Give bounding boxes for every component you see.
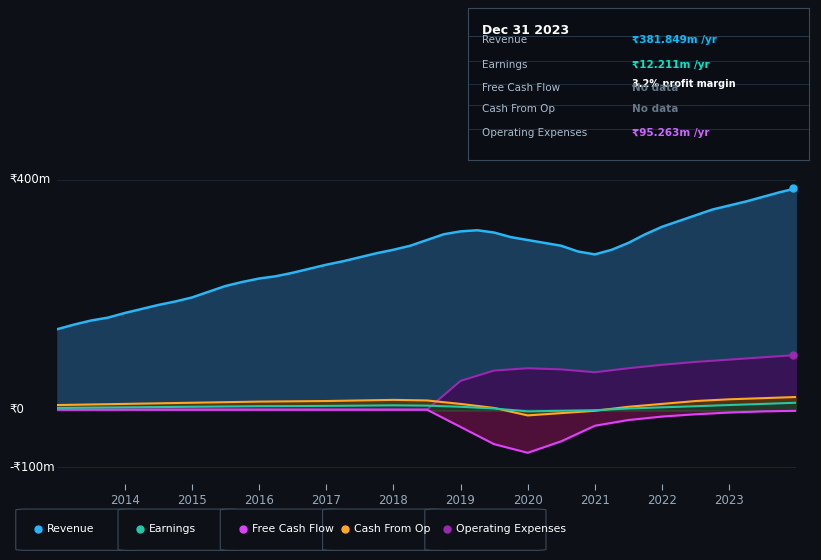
FancyBboxPatch shape <box>16 509 137 550</box>
Text: Free Cash Flow: Free Cash Flow <box>482 83 560 93</box>
FancyBboxPatch shape <box>424 509 546 550</box>
Text: Cash From Op: Cash From Op <box>354 524 430 534</box>
Text: ₹0: ₹0 <box>10 403 25 416</box>
Text: Free Cash Flow: Free Cash Flow <box>251 524 333 534</box>
Text: Revenue: Revenue <box>47 524 94 534</box>
Text: Earnings: Earnings <box>149 524 196 534</box>
Text: ₹400m: ₹400m <box>10 173 51 186</box>
Text: 3.2% profit margin: 3.2% profit margin <box>631 78 735 88</box>
Text: Operating Expenses: Operating Expenses <box>482 128 587 138</box>
Text: No data: No data <box>631 104 678 114</box>
Text: Revenue: Revenue <box>482 35 527 45</box>
Text: Cash From Op: Cash From Op <box>482 104 555 114</box>
FancyBboxPatch shape <box>323 509 443 550</box>
Text: ₹95.263m /yr: ₹95.263m /yr <box>631 128 709 138</box>
Text: -₹100m: -₹100m <box>10 461 55 474</box>
Text: Operating Expenses: Operating Expenses <box>456 524 566 534</box>
Text: No data: No data <box>631 83 678 93</box>
FancyBboxPatch shape <box>220 509 342 550</box>
Text: Earnings: Earnings <box>482 60 527 71</box>
Text: ₹12.211m /yr: ₹12.211m /yr <box>631 60 709 71</box>
FancyBboxPatch shape <box>118 509 239 550</box>
Text: Dec 31 2023: Dec 31 2023 <box>482 24 569 36</box>
Text: ₹381.849m /yr: ₹381.849m /yr <box>631 35 717 45</box>
